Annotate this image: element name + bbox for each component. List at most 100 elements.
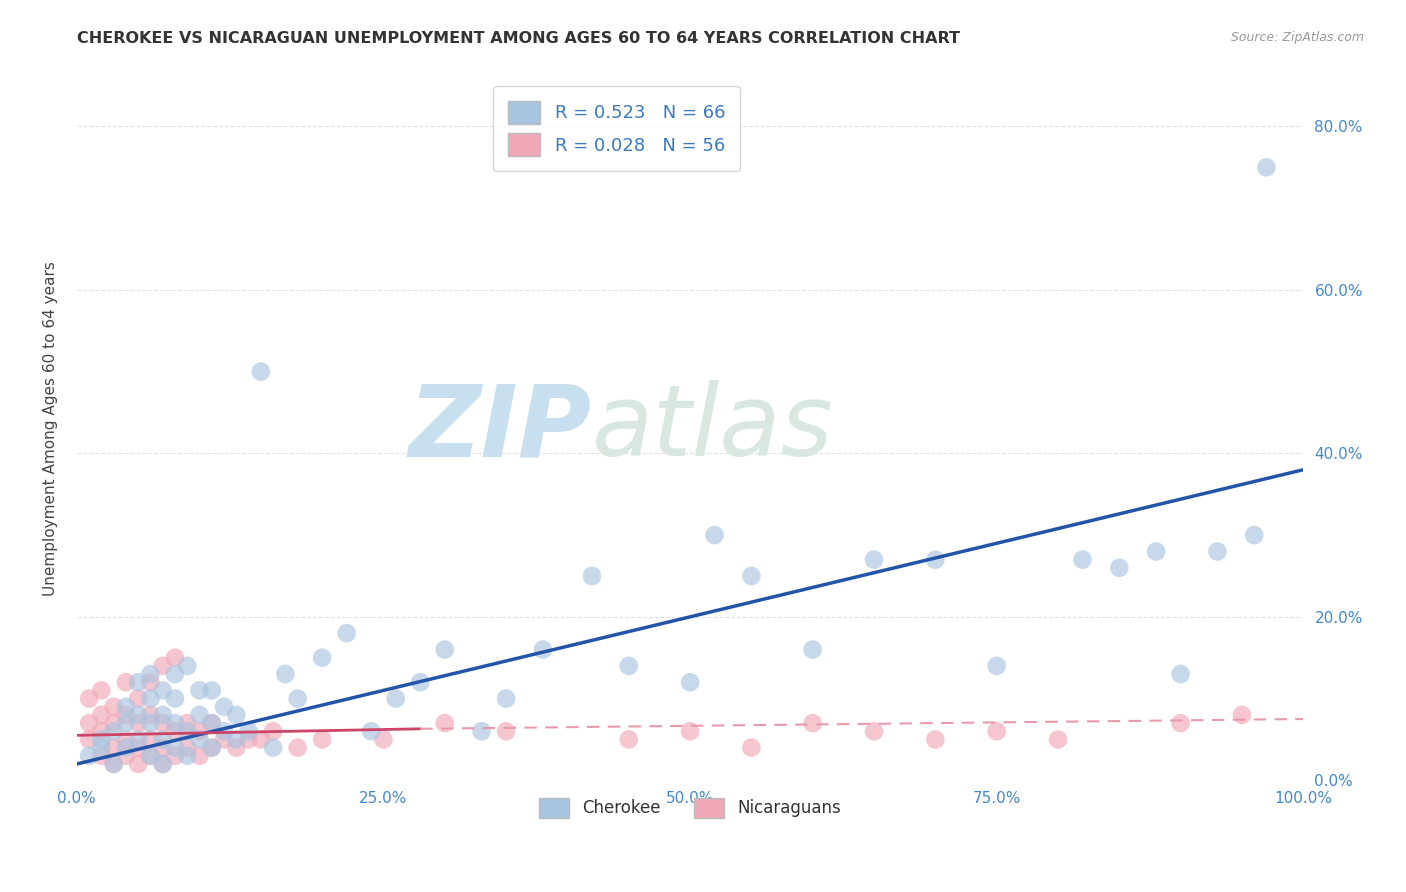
Point xyxy=(115,732,138,747)
Point xyxy=(77,716,100,731)
Point xyxy=(1144,544,1167,558)
Point xyxy=(163,667,186,681)
Point xyxy=(115,699,138,714)
Point xyxy=(176,659,198,673)
Point xyxy=(139,748,162,763)
Point xyxy=(188,707,211,722)
Point xyxy=(1256,161,1278,175)
Point xyxy=(77,732,100,747)
Point xyxy=(531,642,554,657)
Point xyxy=(1170,716,1192,731)
Point xyxy=(287,740,309,755)
Legend: Cherokee, Nicaraguans: Cherokee, Nicaraguans xyxy=(533,791,848,825)
Point xyxy=(1206,544,1229,558)
Point xyxy=(740,740,762,755)
Point xyxy=(863,552,886,566)
Point xyxy=(201,740,224,755)
Point xyxy=(152,756,174,771)
Point xyxy=(163,724,186,739)
Text: ZIP: ZIP xyxy=(409,380,592,477)
Point xyxy=(139,732,162,747)
Point xyxy=(360,724,382,739)
Point xyxy=(90,748,112,763)
Point xyxy=(863,724,886,739)
Point xyxy=(201,716,224,731)
Point xyxy=(679,675,702,690)
Point xyxy=(1243,528,1265,542)
Point xyxy=(311,650,333,665)
Point xyxy=(740,569,762,583)
Point xyxy=(115,675,138,690)
Point xyxy=(103,716,125,731)
Point xyxy=(127,740,149,755)
Point xyxy=(163,716,186,731)
Point xyxy=(581,569,603,583)
Point xyxy=(212,732,235,747)
Point xyxy=(127,707,149,722)
Point xyxy=(115,748,138,763)
Point xyxy=(90,683,112,698)
Point xyxy=(152,732,174,747)
Point xyxy=(1230,707,1253,722)
Point xyxy=(77,748,100,763)
Point xyxy=(188,683,211,698)
Point xyxy=(90,732,112,747)
Point xyxy=(163,691,186,706)
Point xyxy=(1108,561,1130,575)
Point xyxy=(238,732,260,747)
Point xyxy=(433,716,456,731)
Point xyxy=(262,724,284,739)
Y-axis label: Unemployment Among Ages 60 to 64 years: Unemployment Among Ages 60 to 64 years xyxy=(44,261,58,597)
Point xyxy=(103,724,125,739)
Point xyxy=(127,732,149,747)
Point xyxy=(986,659,1008,673)
Point xyxy=(163,740,186,755)
Point xyxy=(1046,732,1069,747)
Point xyxy=(103,756,125,771)
Point xyxy=(163,748,186,763)
Point xyxy=(287,691,309,706)
Point xyxy=(225,740,247,755)
Point xyxy=(1170,667,1192,681)
Point xyxy=(924,552,946,566)
Point xyxy=(77,691,100,706)
Point xyxy=(103,699,125,714)
Point xyxy=(212,699,235,714)
Point xyxy=(139,748,162,763)
Point xyxy=(176,716,198,731)
Text: CHEROKEE VS NICARAGUAN UNEMPLOYMENT AMONG AGES 60 TO 64 YEARS CORRELATION CHART: CHEROKEE VS NICARAGUAN UNEMPLOYMENT AMON… xyxy=(77,31,960,46)
Point xyxy=(152,756,174,771)
Point xyxy=(90,707,112,722)
Point xyxy=(924,732,946,747)
Point xyxy=(225,732,247,747)
Point xyxy=(373,732,395,747)
Point xyxy=(139,667,162,681)
Point xyxy=(115,707,138,722)
Point xyxy=(986,724,1008,739)
Point xyxy=(201,683,224,698)
Text: Source: ZipAtlas.com: Source: ZipAtlas.com xyxy=(1230,31,1364,45)
Point xyxy=(127,716,149,731)
Point xyxy=(90,724,112,739)
Point xyxy=(152,716,174,731)
Point xyxy=(90,740,112,755)
Point xyxy=(495,724,517,739)
Point xyxy=(103,740,125,755)
Point xyxy=(225,707,247,722)
Point xyxy=(139,675,162,690)
Point xyxy=(152,740,174,755)
Point xyxy=(188,748,211,763)
Point xyxy=(188,732,211,747)
Point xyxy=(176,740,198,755)
Text: atlas: atlas xyxy=(592,380,834,477)
Point xyxy=(127,675,149,690)
Point xyxy=(262,740,284,755)
Point xyxy=(139,691,162,706)
Point xyxy=(163,650,186,665)
Point xyxy=(176,748,198,763)
Point xyxy=(384,691,406,706)
Point xyxy=(127,756,149,771)
Point xyxy=(801,716,824,731)
Point xyxy=(703,528,725,542)
Point xyxy=(495,691,517,706)
